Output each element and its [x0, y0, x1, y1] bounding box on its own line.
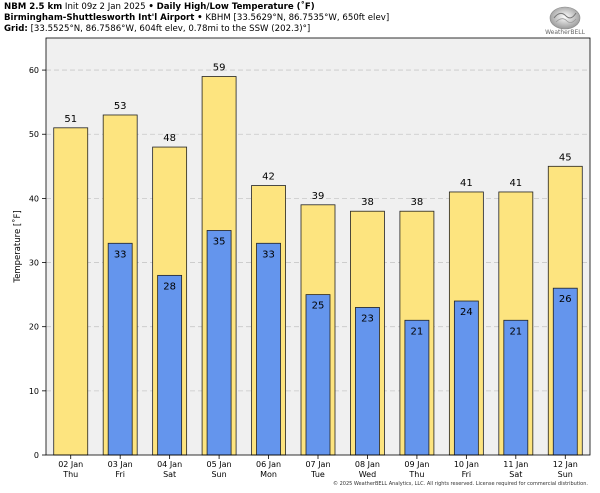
x-tick-day: Sat: [509, 470, 522, 479]
low-temp-bar: [503, 319, 529, 456]
station-line: Birmingham-Shuttlesworth Int'l Airport •…: [4, 13, 389, 24]
low-temp-label: 33: [114, 249, 127, 260]
x-tick-date: 05 Jan: [207, 460, 232, 469]
title-separator: •: [148, 2, 154, 12]
high-temp-label: 42: [262, 172, 275, 183]
high-temp-label: 51: [64, 114, 77, 125]
logo-text: WeatherBELL: [545, 29, 586, 36]
plot-frame: [45, 37, 591, 456]
low-temp-bar: [552, 287, 578, 456]
x-tick-day: Fri: [462, 470, 472, 479]
init-time: Init 09z 2 Jan 2025: [64, 2, 146, 12]
x-tick-day: Sat: [163, 470, 176, 479]
high-temp-label: 53: [114, 101, 127, 112]
chart-title: NBM 2.5 km Init 09z 2 Jan 2025 • Daily H…: [4, 2, 315, 13]
station-detail: KBHM [33.5629°N, 86.7535°W, 650ft elev]: [205, 13, 390, 23]
x-tick-date: 08 Jan: [355, 460, 380, 469]
low-temp-bar: [157, 274, 183, 456]
station-name: Birmingham-Shuttlesworth Int'l Airport: [4, 13, 195, 23]
y-tick-label: 0: [34, 451, 39, 460]
y-tick-label: 40: [29, 194, 39, 203]
high-temp-label: 38: [361, 197, 374, 208]
low-temp-bar: [355, 307, 380, 456]
low-temp-label: 33: [262, 249, 275, 260]
station-separator: •: [197, 13, 203, 23]
x-tick-date: 10 Jan: [454, 460, 479, 469]
grid-label: Grid:: [4, 24, 28, 34]
low-temp-label: 35: [213, 236, 226, 247]
model-name: NBM 2.5 km: [4, 2, 63, 12]
x-tick-day: Tue: [310, 470, 325, 479]
low-temp-label: 26: [559, 294, 572, 305]
low-temp-label: 21: [411, 326, 424, 337]
low-temp-bar: [256, 242, 281, 456]
x-tick-day: Wed: [359, 470, 376, 479]
low-temp-label: 28: [163, 281, 176, 292]
low-temp-bar: [206, 230, 232, 456]
x-tick-date: 12 Jan: [553, 460, 578, 469]
x-tick-day: Thu: [62, 470, 78, 479]
product-name: Daily High/Low Temperature (˚F): [156, 2, 315, 12]
copyright-text: © 2025 WeatherBELL Analytics, LLC. All r…: [333, 481, 588, 487]
x-tick-day: Sun: [558, 470, 573, 479]
weatherbell-logo: WeatherBELL: [545, 6, 586, 36]
low-temp-label: 24: [460, 307, 473, 318]
x-tick-day: Thu: [408, 470, 424, 479]
low-temp-label: 23: [361, 313, 374, 324]
high-temp-label: 45: [559, 152, 572, 163]
x-tick-date: 02 Jan: [58, 460, 83, 469]
grid-detail: [33.5525°N, 86.7586°W, 604ft elev, 0.78m…: [30, 24, 311, 34]
high-temp-label: 38: [411, 197, 424, 208]
x-tick-day: Fri: [115, 470, 125, 479]
y-tick-label: 50: [29, 130, 39, 139]
x-tick-date: 07 Jan: [305, 460, 330, 469]
x-tick-date: 06 Jan: [256, 460, 281, 469]
x-tick-day: Sun: [211, 470, 226, 479]
x-tick-day: Mon: [260, 470, 277, 479]
y-tick-label: 60: [29, 66, 39, 75]
high-temp-label: 41: [509, 178, 522, 189]
low-temp-bar: [107, 242, 133, 456]
x-tick-date: 03 Jan: [108, 460, 133, 469]
y-tick-label: 30: [29, 259, 39, 268]
low-temp-label: 25: [312, 301, 325, 312]
low-temp-bar: [453, 300, 479, 456]
low-temp-label: 21: [509, 326, 522, 337]
y-tick-label: 20: [29, 323, 39, 332]
grid-line: Grid: [33.5525°N, 86.7586°W, 604ft elev,…: [4, 24, 310, 35]
x-tick-date: 11 Jan: [503, 460, 528, 469]
low-temp-bar: [404, 319, 430, 456]
high-temp-label: 39: [312, 191, 325, 202]
high-temp-bar: [53, 127, 89, 456]
y-tick-label: 10: [29, 387, 39, 396]
y-axis-label: Temperature [˚F]: [12, 210, 23, 283]
high-temp-label: 59: [213, 62, 226, 73]
low-temp-bar: [305, 294, 331, 456]
high-temp-label: 41: [460, 178, 473, 189]
high-temp-label: 48: [163, 133, 176, 144]
x-tick-date: 04 Jan: [157, 460, 182, 469]
x-tick-date: 09 Jan: [404, 460, 429, 469]
